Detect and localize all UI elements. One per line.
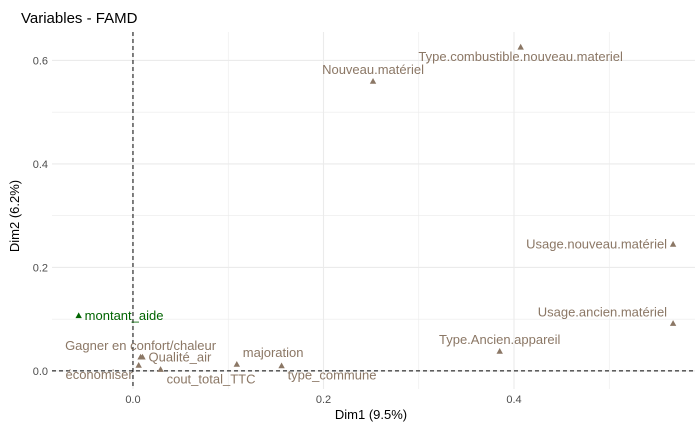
- x-axis-label: Dim1 (9.5%): [335, 407, 407, 422]
- point-marker: [233, 360, 241, 367]
- point-marker: [669, 320, 677, 326]
- point-label: économiser: [65, 367, 133, 382]
- point-marker: [369, 77, 377, 84]
- point-marker: [278, 362, 285, 369]
- point-label: Qualité_air: [148, 349, 212, 364]
- point-marker: [135, 362, 142, 368]
- x-tick-label: 0.0: [125, 394, 140, 406]
- point-marker: [139, 353, 146, 360]
- axis-ticks: 0.0 0.2 0.4 0.0 0.2 0.4 0.6: [33, 55, 522, 406]
- y-axis-label: Dim2 (6.2%): [7, 180, 22, 252]
- y-tick-label: 0.4: [33, 159, 48, 171]
- point-label: Usage.ancien.matériel: [538, 304, 667, 319]
- point-label: montant_aide: [85, 308, 164, 323]
- point-labels: Type.combustible.nouveau.materielNouveau…: [65, 49, 667, 386]
- y-tick-label: 0.0: [33, 366, 48, 378]
- point-marker: [75, 312, 82, 319]
- point-label: type_commune: [288, 368, 377, 383]
- point-label: Type.combustible.nouveau.materiel: [418, 49, 623, 64]
- point-label: majoration: [243, 345, 304, 360]
- point-label: Gagner en confort/chaleur: [65, 338, 217, 353]
- point-marker: [157, 366, 164, 372]
- point-label: Usage.nouveau.matériel: [526, 237, 667, 252]
- point-marker: [669, 240, 677, 247]
- point-label: Nouveau.matériel: [322, 62, 424, 77]
- x-tick-label: 0.2: [316, 394, 331, 406]
- point-label: cout_total_TTC: [167, 371, 256, 386]
- point-label: Type.Ancien.appareil: [439, 332, 561, 347]
- y-tick-label: 0.2: [33, 262, 48, 274]
- x-tick-label: 0.4: [506, 394, 521, 406]
- point-marker: [496, 348, 503, 354]
- point-marker: [517, 43, 524, 50]
- y-tick-label: 0.6: [33, 55, 48, 67]
- chart-title: Variables - FAMD: [21, 10, 138, 27]
- points: [75, 43, 677, 372]
